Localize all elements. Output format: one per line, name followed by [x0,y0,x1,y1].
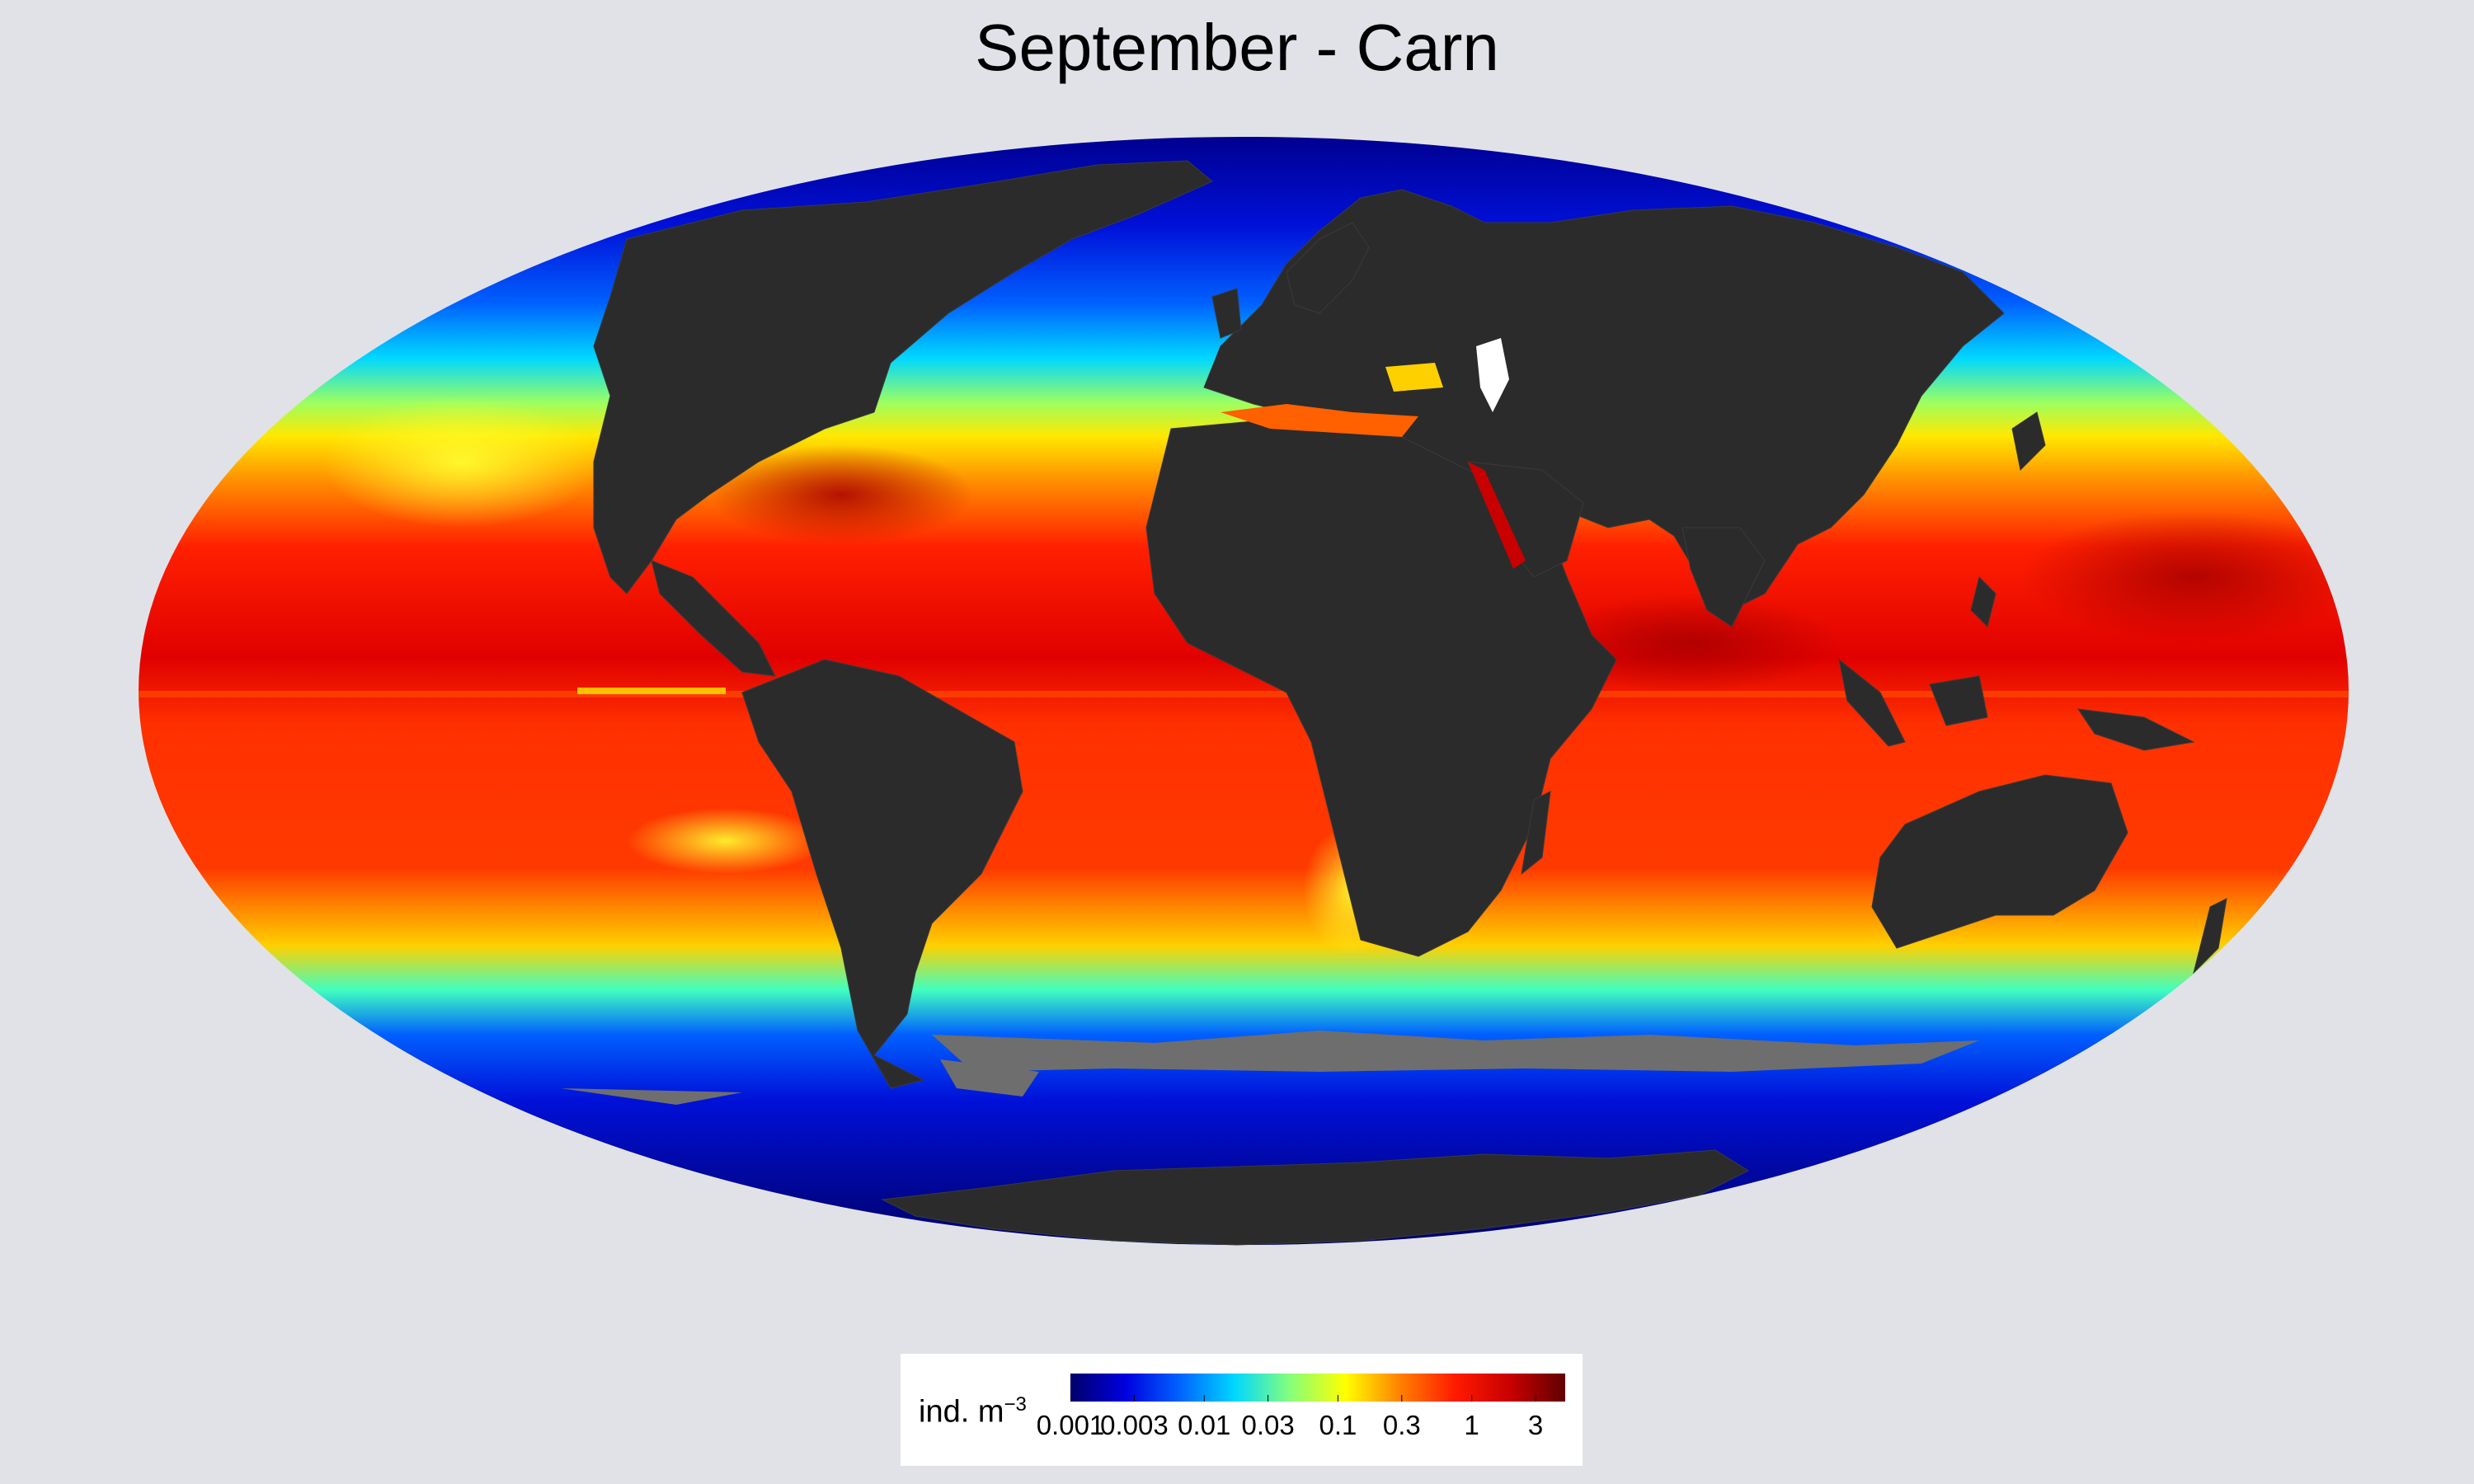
colorbar-tick-label: 0.03 [1241,1410,1295,1440]
colorbar-tick-label: 0.001 [1036,1410,1105,1440]
colorbar-gradient [1070,1374,1565,1402]
colorbar-tick-label: 3 [1527,1410,1544,1440]
colorbar-tick-label: 1 [1464,1410,1479,1440]
antarctica [881,1149,1750,1246]
philippines [1970,576,1997,627]
borneo [1929,675,1988,726]
japan [2011,411,2046,472]
map-title: September - Carn [975,11,1499,84]
colorbar-legend: ind. m−3 0.001 0.003 0.01 0.03 0.1 0.3 1 3 [901,1354,1583,1466]
legend-unit-label: ind. m−3 [919,1393,1027,1430]
new-guinea [2077,708,2195,751]
land-masses [593,160,2227,1246]
black-sea [1385,363,1443,392]
sumatra [1838,658,1906,747]
colorbar-tick-label: 0.3 [1382,1410,1421,1440]
caspian-sea [1476,338,1509,412]
mediterranean [1221,404,1418,437]
legend-unit-base: ind. m [919,1394,1004,1430]
australia [1871,774,2128,949]
madagascar [1521,791,1551,876]
india [1681,527,1766,627]
red-sea [1468,462,1526,569]
no-data-patches [561,1031,1979,1105]
legend-unit-exponent: −3 [1004,1393,1027,1416]
north-america [593,160,1213,594]
colorbar [1070,1374,1565,1402]
colorbar-tick-label: 0.003 [1100,1410,1169,1440]
south-america [741,659,1023,1089]
scandinavia [1286,222,1370,314]
central-america [651,560,776,677]
eurasia [1203,189,2005,611]
colorbar-tick-label: 0.1 [1319,1410,1357,1440]
new-zealand [2193,898,2227,974]
ocean-field [139,137,2349,1245]
uk [1211,288,1242,339]
colorbar-tick-label: 0.01 [1178,1410,1231,1440]
